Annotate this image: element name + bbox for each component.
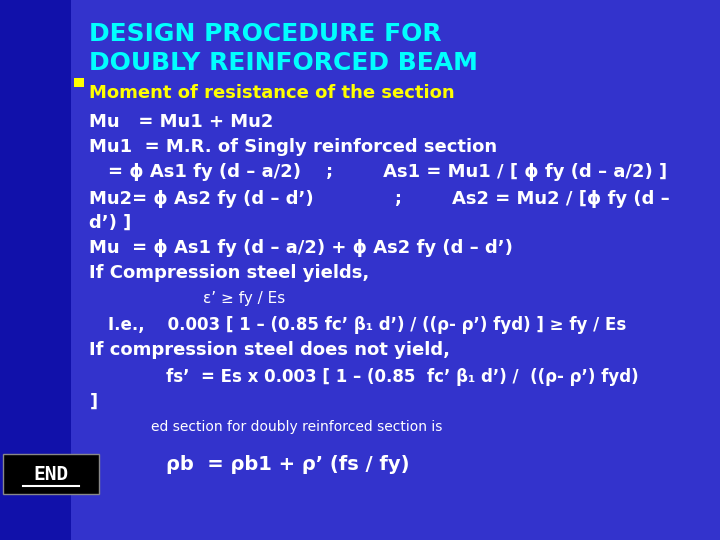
Text: ]: ] [89,393,97,411]
Text: If Compression steel yields,: If Compression steel yields, [89,264,369,281]
Text: = ϕ As1 fy (d – a/2)    ;        As1 = Mu1 / [ ϕ fy (d – a/2) ]: = ϕ As1 fy (d – a/2) ; As1 = Mu1 / [ ϕ f… [108,163,667,181]
Text: I.e.,    0.003 [ 1 – (0.85 fc’ β₁ d’) / ((ρ- ρ’) fyd) ] ≥ fy / Es: I.e., 0.003 [ 1 – (0.85 fc’ β₁ d’) / ((ρ… [108,316,626,334]
Text: Mu   = Mu1 + Mu2: Mu = Mu1 + Mu2 [89,113,274,131]
Text: Mu  = ϕ As1 fy (d – a/2) + ϕ As2 fy (d – d’): Mu = ϕ As1 fy (d – a/2) + ϕ As2 fy (d – … [89,239,513,256]
Text: DESIGN PROCEDURE FOR: DESIGN PROCEDURE FOR [89,22,442,45]
Text: If compression steel does not yield,: If compression steel does not yield, [89,341,451,359]
Text: END: END [34,464,69,484]
Text: fs’  = Es x 0.003 [ 1 – (0.85  fc’ β₁ d’) /  ((ρ- ρ’) fyd): fs’ = Es x 0.003 [ 1 – (0.85 fc’ β₁ d’) … [166,368,639,386]
Text: ρb  = ρb1 + ρ’ (fs / fy): ρb = ρb1 + ρ’ (fs / fy) [166,455,410,474]
Text: DOUBLY REINFORCED BEAM: DOUBLY REINFORCED BEAM [89,51,478,75]
Text: ed section for doubly reinforced section is: ed section for doubly reinforced section… [151,420,442,434]
Text: Moment of resistance of the section: Moment of resistance of the section [89,84,455,102]
Text: ε’ ≥ fy / Es: ε’ ≥ fy / Es [203,291,286,306]
FancyBboxPatch shape [0,0,71,540]
Text: d’) ]: d’) ] [89,213,132,231]
FancyBboxPatch shape [74,78,84,87]
Text: Mu2= ϕ As2 fy (d – d’)             ;        As2 = Mu2 / [ϕ fy (d –: Mu2= ϕ As2 fy (d – d’) ; As2 = Mu2 / [ϕ … [89,190,670,208]
FancyBboxPatch shape [3,454,99,494]
Text: Mu1  = M.R. of Singly reinforced section: Mu1 = M.R. of Singly reinforced section [89,138,498,156]
